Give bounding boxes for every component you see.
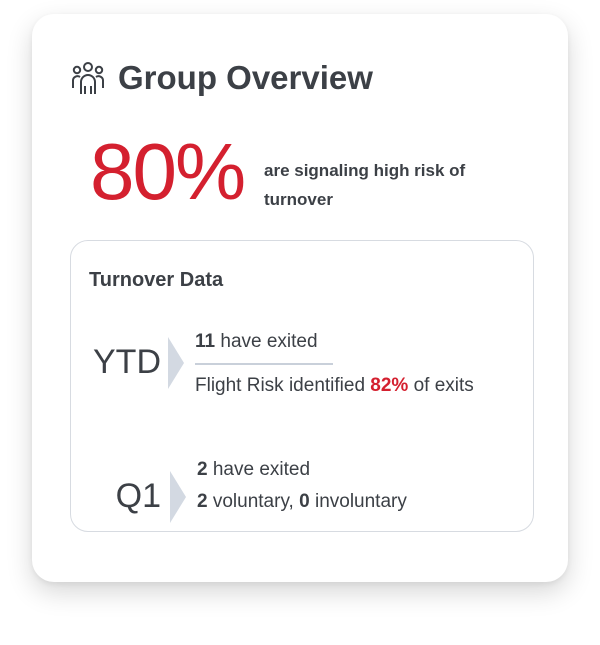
group-overview-card: Group Overview 80% are signaling high ri… — [32, 14, 568, 582]
voluntary-count: 2 — [197, 491, 208, 512]
ytd-exited-text: have exited — [215, 331, 318, 352]
risk-percentage: 80% — [90, 127, 246, 216]
q1-breakdown: 2 voluntary, 0 involuntary — [197, 491, 407, 513]
turnover-data-panel: Turnover Data YTD 11 have exited Flight … — [70, 240, 534, 532]
flight-prefix: Flight Risk identified — [195, 375, 371, 396]
q1-label: Q1 — [115, 477, 161, 515]
ytd-exited: 11 have exited — [195, 331, 318, 353]
flight-suffix: of exits — [408, 375, 474, 396]
voluntary-text: voluntary, — [207, 491, 300, 512]
group-users-icon — [72, 62, 104, 94]
card-header: Group Overview — [68, 58, 373, 98]
ytd-exited-count: 11 — [195, 331, 216, 352]
card-title: Group Overview — [118, 59, 373, 96]
ytd-label: YTD — [93, 343, 161, 381]
q1-exited-count: 2 — [197, 459, 208, 480]
q1-exited: 2 have exited — [197, 459, 310, 481]
chevron-right-icon — [168, 337, 184, 389]
involuntary-count: 0 — [299, 491, 310, 512]
risk-label: are signaling high risk of turnover — [264, 161, 466, 209]
involuntary-text: involuntary — [309, 491, 407, 512]
turnover-title: Turnover Data — [89, 269, 224, 291]
divider — [195, 363, 333, 365]
chevron-right-icon — [170, 471, 186, 523]
ytd-flight-risk: Flight Risk identified 82% of exits — [195, 375, 474, 397]
q1-exited-text: have exited — [207, 459, 311, 480]
flight-risk-percent: 82% — [370, 375, 409, 396]
